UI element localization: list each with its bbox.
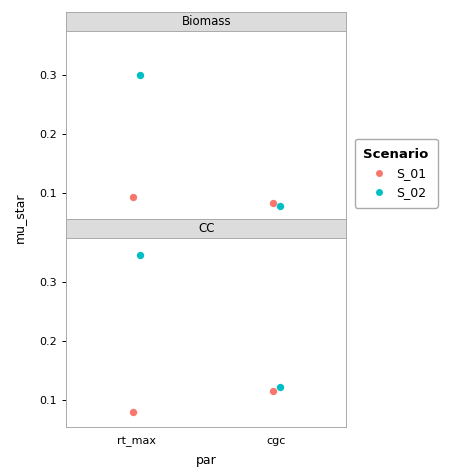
X-axis label: par: par (196, 454, 217, 467)
S_01 (129, 409, 137, 416)
S_01 (129, 193, 137, 201)
S_02 (136, 72, 144, 79)
S_01 (269, 387, 276, 395)
Legend: S_01, S_02: S_01, S_02 (355, 139, 438, 208)
Text: Biomass: Biomass (182, 15, 231, 28)
S_02 (276, 383, 283, 391)
S_01 (269, 200, 276, 207)
Text: mu_star: mu_star (12, 193, 26, 243)
Text: CC: CC (198, 222, 214, 235)
S_02 (136, 251, 144, 259)
S_02 (276, 202, 283, 210)
